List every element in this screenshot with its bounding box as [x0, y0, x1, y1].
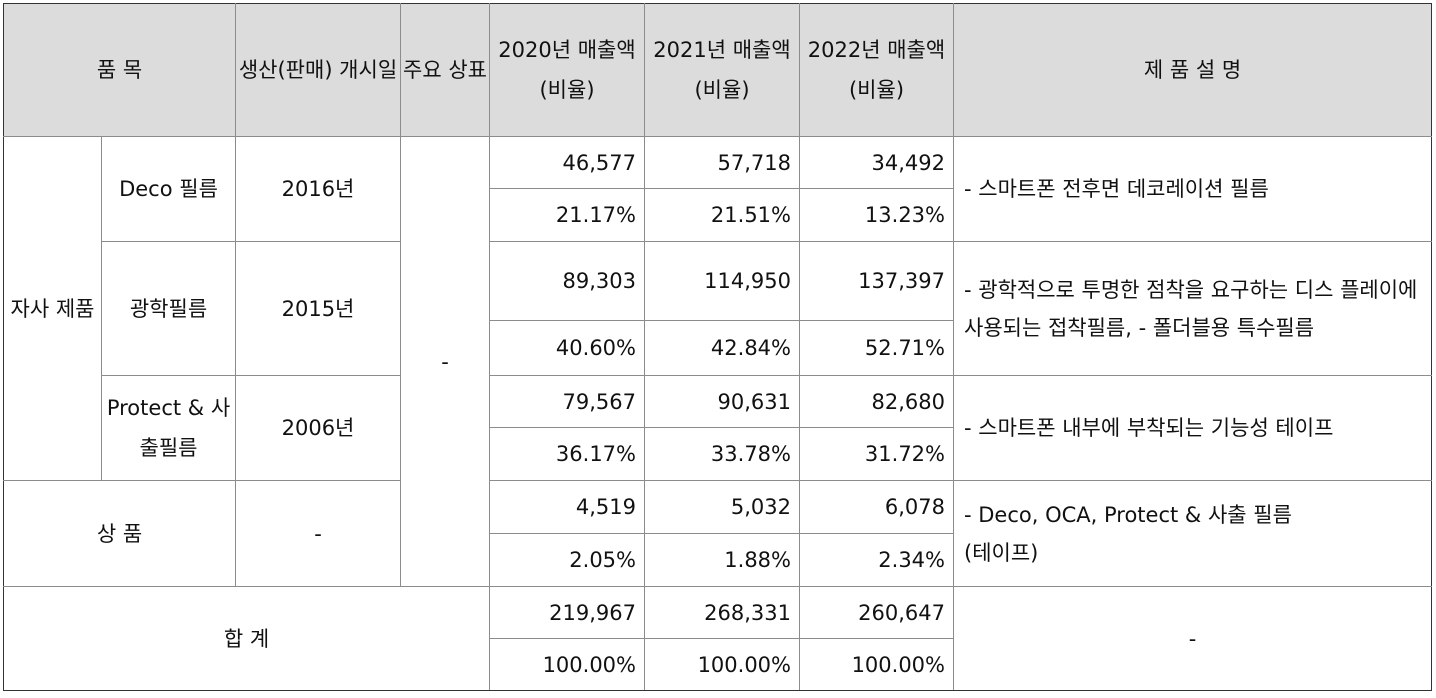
header-2021: 2021년 매출액 (비율) [644, 3, 800, 137]
ratio-2022: 52.71% [799, 320, 954, 376]
start-year: 2016년 [235, 136, 401, 242]
header-start-date: 생산(판매) 개시일 [235, 3, 401, 137]
ratio-2022: 31.72% [799, 427, 954, 481]
ratio-2020: 2.05% [489, 533, 645, 587]
total-2020: 219,967 [489, 586, 645, 639]
ratio-2021: 21.51% [644, 188, 800, 242]
amount-2020: 46,577 [489, 136, 645, 189]
amount-2021: 90,631 [644, 375, 800, 428]
start-year: 2006년 [235, 375, 401, 481]
amount-2021: 57,718 [644, 136, 800, 189]
amount-2021: 5,032 [644, 480, 800, 534]
product-name: Protect & 사출필름 [101, 375, 236, 481]
total-ratio-2021: 100.00% [644, 638, 800, 691]
amount-2022: 34,492 [799, 136, 954, 189]
goods-label: 상 품 [3, 480, 236, 587]
ratio-2022: 2.34% [799, 533, 954, 587]
total-label: 합 계 [3, 586, 490, 691]
ratio-2020: 21.17% [489, 188, 645, 242]
ratio-2020: 36.17% [489, 427, 645, 481]
amount-2020: 79,567 [489, 375, 645, 428]
ratio-2020: 40.60% [489, 320, 645, 376]
product-description: - 광학적으로 투명한 점착을 요구하는 디스 플레이에 사용되는 접착필름, … [953, 241, 1432, 376]
group-own-products: 자사 제품 [3, 136, 102, 481]
ratio-2021: 33.78% [644, 427, 800, 481]
product-name: 광학필름 [101, 241, 236, 376]
ratio-2021: 42.84% [644, 320, 800, 376]
amount-2020: 4,519 [489, 480, 645, 534]
goods-start: - [235, 480, 401, 587]
header-brand: 주요 상표 [400, 3, 490, 137]
ratio-2021: 1.88% [644, 533, 800, 587]
total-2021: 268,331 [644, 586, 800, 639]
header-2020: 2020년 매출액 (비율) [489, 3, 645, 137]
sales-table: 품 목 생산(판매) 개시일 주요 상표 2020년 매출액 (비율) 2021… [3, 3, 1432, 691]
brand-value: - [400, 136, 490, 587]
start-year: 2015년 [235, 241, 401, 376]
total-2022: 260,647 [799, 586, 954, 639]
product-name: Deco 필름 [101, 136, 236, 242]
header-description: 제 품 설 명 [953, 3, 1432, 137]
product-description: - 스마트폰 전후면 데코레이션 필름 [953, 136, 1432, 242]
amount-2020: 89,303 [489, 241, 645, 321]
total-description: - [953, 586, 1432, 691]
ratio-2022: 13.23% [799, 188, 954, 242]
amount-2022: 82,680 [799, 375, 954, 428]
total-ratio-2022: 100.00% [799, 638, 954, 691]
header-2022: 2022년 매출액 (비율) [799, 3, 954, 137]
amount-2021: 114,950 [644, 241, 800, 321]
header-item: 품 목 [3, 3, 236, 137]
product-description: - 스마트폰 내부에 부착되는 기능성 테이프 [953, 375, 1432, 481]
amount-2022: 137,397 [799, 241, 954, 321]
amount-2022: 6,078 [799, 480, 954, 534]
total-ratio-2020: 100.00% [489, 638, 645, 691]
goods-description: - Deco, OCA, Protect & 사출 필름 (테이프) [953, 480, 1432, 587]
